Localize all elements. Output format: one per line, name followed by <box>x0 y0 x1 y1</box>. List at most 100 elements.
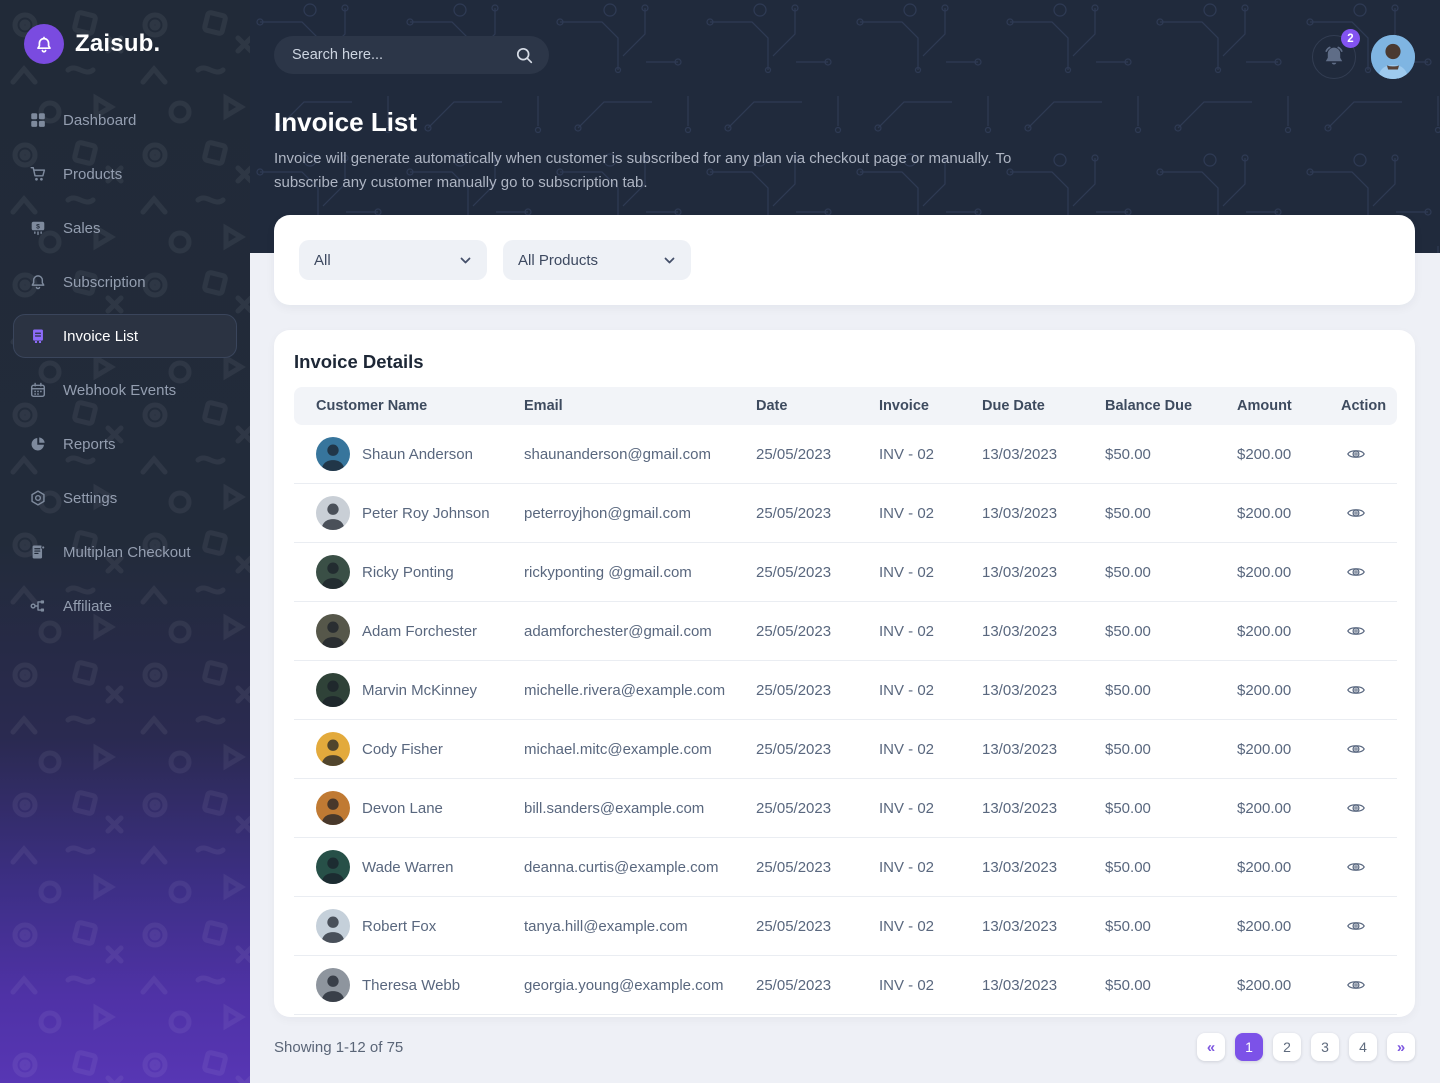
status-select[interactable]: All <box>299 240 487 280</box>
table-row: Robert Fox tanya.hill@example.com 25/05/… <box>294 897 1397 956</box>
email-cell: rickyponting @gmail.com <box>524 563 692 581</box>
view-invoice-button[interactable] <box>1341 675 1371 705</box>
customer-name: Wade Warren <box>362 858 454 876</box>
pagination-page-button[interactable]: 3 <box>1311 1033 1339 1061</box>
view-invoice-button[interactable] <box>1341 439 1371 469</box>
table-row: Peter Roy Johnson peterroyjhon@gmail.com… <box>294 484 1397 543</box>
sidebar-item[interactable]: Dashboard <box>13 98 237 142</box>
table-row: Shaun Anderson shaunanderson@gmail.com 2… <box>294 425 1397 484</box>
date-cell: 25/05/2023 <box>756 681 832 699</box>
sidebar-item[interactable]: Products <box>13 152 237 196</box>
view-invoice-button[interactable] <box>1341 616 1371 646</box>
sidebar-item-label: Subscription <box>63 273 146 291</box>
amount-cell: $200.00 <box>1237 563 1292 581</box>
table-body: Shaun Anderson shaunanderson@gmail.com 2… <box>294 425 1397 1015</box>
search-bar <box>274 36 549 74</box>
invoice-cell: INV - 02 <box>879 976 935 994</box>
sidebar-item[interactable]: Reports <box>13 422 237 466</box>
table-row: Devon Lane bill.sanders@example.com 25/0… <box>294 779 1397 838</box>
customer-cell: Adam Forchester <box>294 614 524 648</box>
table-row: Marvin McKinney michelle.rivera@example.… <box>294 661 1397 720</box>
table-title: Invoice Details <box>294 351 424 372</box>
view-invoice-button[interactable] <box>1341 852 1371 882</box>
view-invoice-button[interactable] <box>1341 734 1371 764</box>
table-row: Ricky Ponting rickyponting @gmail.com 25… <box>294 543 1397 602</box>
email-cell: shaunanderson@gmail.com <box>524 445 711 463</box>
due-date-cell: 13/03/2023 <box>982 563 1058 581</box>
sidebar-item-label: Sales <box>63 219 101 237</box>
email-cell: deanna.curtis@example.com <box>524 858 719 876</box>
customer-cell: Ricky Ponting <box>294 555 524 589</box>
action-cell <box>1341 675 1397 705</box>
sidebar-item[interactable]: Invoice List <box>13 314 237 358</box>
invoice-cell: INV - 02 <box>879 563 935 581</box>
product-select[interactable]: All Products <box>503 240 691 280</box>
table-column-header: Customer Name <box>316 398 428 414</box>
action-cell <box>1341 557 1397 587</box>
email-cell: georgia.young@example.com <box>524 976 724 994</box>
affiliate-icon <box>28 596 48 616</box>
customer-cell: Robert Fox <box>294 909 524 943</box>
sidebar-item-label: Affiliate <box>63 597 112 615</box>
customer-avatar <box>316 673 350 707</box>
amount-cell: $200.00 <box>1237 504 1292 522</box>
amount-cell: $200.00 <box>1237 622 1292 640</box>
sidebar-item[interactable]: Multiplan Checkout <box>13 530 237 574</box>
brand-logo[interactable]: Zaisub. <box>0 0 250 64</box>
amount-cell: $200.00 <box>1237 858 1292 876</box>
subscription-icon <box>28 272 48 292</box>
search-icon[interactable] <box>515 46 534 65</box>
table-row: Wade Warren deanna.curtis@example.com 25… <box>294 838 1397 897</box>
customer-cell: Wade Warren <box>294 850 524 884</box>
view-invoice-button[interactable] <box>1341 557 1371 587</box>
date-cell: 25/05/2023 <box>756 504 832 522</box>
pagination-next-button[interactable]: » <box>1387 1033 1415 1061</box>
date-cell: 25/05/2023 <box>756 445 832 463</box>
customer-avatar <box>316 496 350 530</box>
notifications-button[interactable]: 2 <box>1311 29 1360 80</box>
balance-due-cell: $50.00 <box>1105 858 1151 876</box>
pagination-page-button[interactable]: 4 <box>1349 1033 1377 1061</box>
amount-cell: $200.00 <box>1237 445 1292 463</box>
sidebar-item[interactable]: Webhook Events <box>13 368 237 412</box>
sidebar-item[interactable]: Settings <box>13 476 237 520</box>
topbar-actions: 2 <box>1311 29 1415 80</box>
action-cell <box>1341 616 1397 646</box>
balance-due-cell: $50.00 <box>1105 740 1151 758</box>
chevron-down-icon <box>664 257 675 263</box>
table-column-header: Email <box>524 398 563 414</box>
search-input[interactable] <box>292 47 507 63</box>
customer-avatar <box>316 968 350 1002</box>
settings-icon <box>28 488 48 508</box>
pagination-page-button[interactable]: 1 <box>1235 1033 1263 1061</box>
user-avatar[interactable] <box>1371 35 1415 79</box>
table-column-header: Date <box>756 398 788 414</box>
action-cell <box>1341 439 1397 469</box>
view-invoice-button[interactable] <box>1341 911 1371 941</box>
customer-avatar <box>316 909 350 943</box>
pagination-page-button[interactable]: 2 <box>1273 1033 1301 1061</box>
chevron-down-icon <box>460 257 471 263</box>
table-column-header: Action <box>1341 398 1387 414</box>
view-invoice-button[interactable] <box>1341 498 1371 528</box>
email-cell: michelle.rivera@example.com <box>524 681 726 699</box>
sidebar-item[interactable]: Subscription <box>13 260 237 304</box>
amount-cell: $200.00 <box>1237 681 1292 699</box>
action-cell <box>1341 498 1397 528</box>
sidebar-item[interactable]: Affiliate <box>13 584 237 628</box>
action-cell <box>1341 970 1397 1000</box>
view-invoice-button[interactable] <box>1341 793 1371 823</box>
customer-name: Robert Fox <box>362 917 437 935</box>
sidebar-item[interactable]: $ Sales <box>13 206 237 250</box>
products-icon <box>28 164 48 184</box>
svg-text:$: $ <box>36 223 40 230</box>
brand-name: Zaisub. <box>75 30 161 57</box>
pagination-summary: Showing 1-12 of 75 <box>274 1038 404 1056</box>
due-date-cell: 13/03/2023 <box>982 799 1058 817</box>
sidebar-item-label: Multiplan Checkout <box>63 543 191 561</box>
sales-icon: $ <box>28 218 48 238</box>
email-cell: michael.mitc@example.com <box>524 740 712 758</box>
view-invoice-button[interactable] <box>1341 970 1371 1000</box>
pagination-prev-button[interactable]: « <box>1197 1033 1225 1061</box>
email-cell: bill.sanders@example.com <box>524 799 705 817</box>
